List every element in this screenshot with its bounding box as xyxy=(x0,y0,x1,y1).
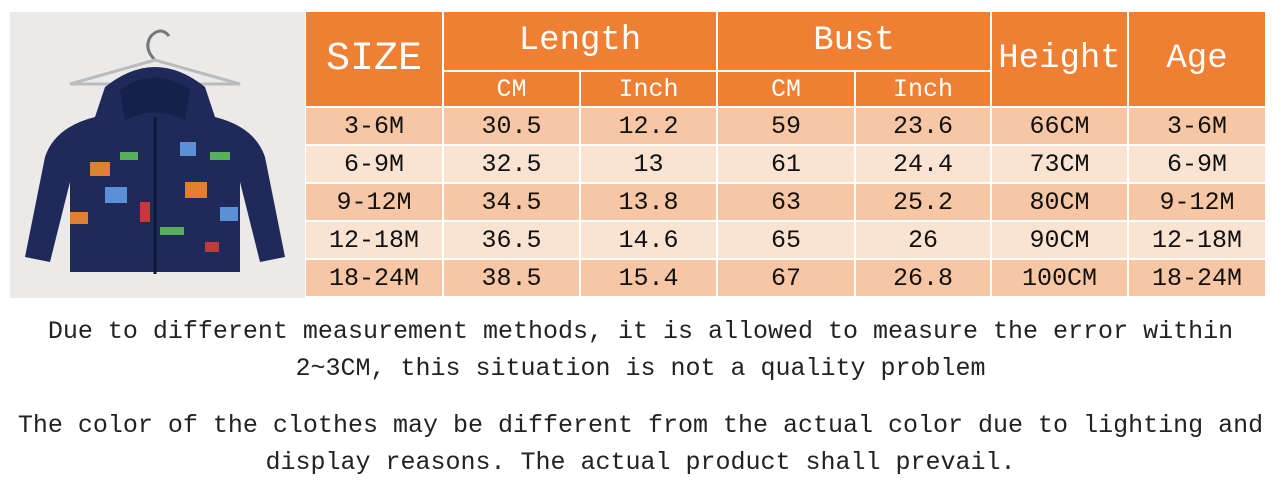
table-row: 6-9M 32.5 13 61 24.4 73CM 6-9M xyxy=(306,146,1265,182)
table-cell: 30.5 xyxy=(444,108,579,144)
subheader-cell: Inch xyxy=(856,72,990,106)
header-cell: Bust xyxy=(718,12,990,70)
table-cell: 12-18M xyxy=(1129,222,1265,258)
table-cell: 34.5 xyxy=(444,184,579,220)
subheader-cell: CM xyxy=(718,72,854,106)
subheader-cell: CM xyxy=(444,72,579,106)
table-cell: 32.5 xyxy=(444,146,579,182)
table-cell: 15.4 xyxy=(581,260,716,296)
table-cell: 13 xyxy=(581,146,716,182)
table-row: 12-18M 36.5 14.6 65 26 90CM 12-18M xyxy=(306,222,1265,258)
table-cell: 100CM xyxy=(992,260,1127,296)
product-photo xyxy=(10,12,305,298)
size-table: SIZE Length Bust Height Age CM Inch CM I… xyxy=(304,10,1267,298)
table-cell: 9-12M xyxy=(306,184,442,220)
note: The color of the clothes may be differen… xyxy=(17,411,1264,477)
table-cell: 66CM xyxy=(992,108,1127,144)
table-cell: 26 xyxy=(856,222,990,258)
table-cell: 59 xyxy=(718,108,854,144)
table-cell: 24.4 xyxy=(856,146,990,182)
table-cell: 38.5 xyxy=(444,260,579,296)
subheader-cell: Inch xyxy=(581,72,716,106)
table-cell: 3-6M xyxy=(1129,108,1265,144)
table-cell: 36.5 xyxy=(444,222,579,258)
table-cell: 65 xyxy=(718,222,854,258)
table-cell: 9-12M xyxy=(1129,184,1265,220)
header-cell: Height xyxy=(992,12,1127,106)
header-cell: SIZE xyxy=(306,12,442,106)
table-cell: 12-18M xyxy=(306,222,442,258)
note: Due to different measurement methods, it… xyxy=(47,317,1234,383)
table-cell: 80CM xyxy=(992,184,1127,220)
table-cell: 6-9M xyxy=(306,146,442,182)
table-cell: 63 xyxy=(718,184,854,220)
table-row: 3-6M 30.5 12.2 59 23.6 66CM 3-6M xyxy=(306,108,1265,144)
table-cell: 14.6 xyxy=(581,222,716,258)
table-cell: 25.2 xyxy=(856,184,990,220)
table-cell: 13.8 xyxy=(581,184,716,220)
table-cell: 18-24M xyxy=(306,260,442,296)
table-cell: 6-9M xyxy=(1129,146,1265,182)
table-cell: 3-6M xyxy=(306,108,442,144)
header-cell: Length xyxy=(444,12,716,70)
table-cell: 23.6 xyxy=(856,108,990,144)
header-cell: Age xyxy=(1129,12,1265,106)
table-row: 9-12M 34.5 13.8 63 25.2 80CM 9-12M xyxy=(306,184,1265,220)
table-cell: 90CM xyxy=(992,222,1127,258)
table-cell: 61 xyxy=(718,146,854,182)
table-cell: 67 xyxy=(718,260,854,296)
table-row: 18-24M 38.5 15.4 67 26.8 100CM 18-24M xyxy=(306,260,1265,296)
table-cell: 12.2 xyxy=(581,108,716,144)
table-cell: 73CM xyxy=(992,146,1127,182)
table-cell: 26.8 xyxy=(856,260,990,296)
table-cell: 18-24M xyxy=(1129,260,1265,296)
